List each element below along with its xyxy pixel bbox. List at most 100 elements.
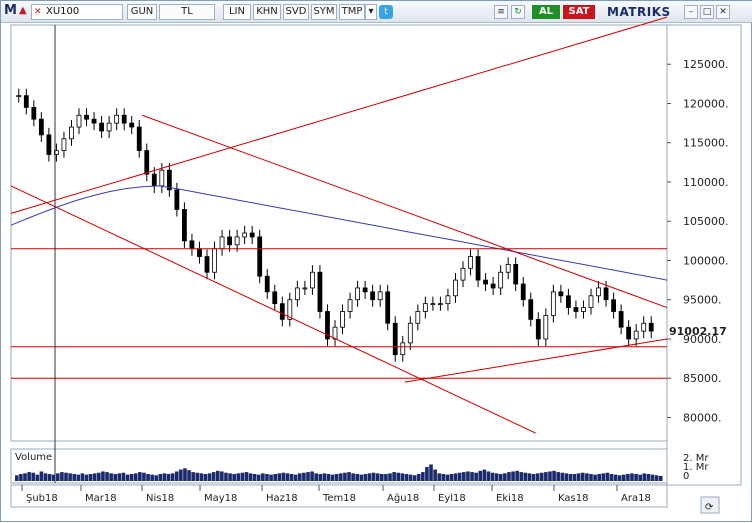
volume-bar	[281, 472, 286, 481]
minimize-icon[interactable]: –	[684, 5, 698, 19]
x-tick-label: May18	[204, 493, 237, 504]
volume-bar	[351, 473, 355, 481]
volume-bar	[318, 474, 323, 481]
volume-bar	[191, 472, 195, 481]
volume-bar	[474, 472, 478, 481]
volume-bar	[425, 467, 429, 481]
save-button[interactable]: SVD	[283, 4, 309, 20]
volume-bar	[76, 474, 81, 481]
candle-body	[31, 107, 37, 120]
candle-body	[618, 311, 624, 328]
volume-bar	[199, 473, 204, 481]
volume-bar	[617, 475, 622, 481]
volume-bar	[441, 474, 446, 481]
candle-body	[535, 318, 541, 340]
volume-bar	[43, 473, 48, 481]
candle-body	[362, 287, 368, 293]
symbol-button[interactable]: SYM	[311, 4, 337, 20]
volume-bar	[142, 472, 146, 481]
volume-bar	[31, 472, 36, 481]
candle-button[interactable]: KHN	[253, 4, 281, 20]
volume-bar	[421, 472, 425, 481]
refresh-icon[interactable]: ↻	[511, 5, 525, 19]
candle-body	[166, 169, 172, 191]
volume-bar	[125, 474, 130, 481]
y-axis-panel	[666, 24, 742, 486]
sell-button[interactable]: SAT	[563, 5, 595, 19]
volume-bar	[601, 473, 606, 481]
y-tick-label: 120000.	[683, 97, 729, 110]
y-tick-label: 115000.	[683, 137, 729, 150]
candle-body	[264, 275, 270, 293]
currency-button[interactable]: TL	[159, 4, 215, 20]
volume-bar	[211, 472, 216, 481]
volume-bar	[273, 474, 277, 481]
chart-type-icon[interactable]: ▲	[19, 5, 27, 16]
volume-bar	[228, 473, 232, 481]
candle-body	[76, 114, 82, 128]
candle-body	[174, 189, 180, 210]
volume-bar	[27, 472, 31, 481]
scale-button[interactable]: LIN	[223, 4, 251, 20]
volume-bar	[92, 473, 97, 481]
volume-bar	[466, 471, 470, 481]
candle-body	[302, 287, 308, 290]
volume-bar	[310, 471, 314, 481]
candle-body	[182, 209, 187, 242]
maximize-icon[interactable]: □	[700, 5, 714, 19]
dropdown-button[interactable]: ▾	[365, 4, 377, 20]
volume-bar	[105, 472, 109, 481]
volume-bar	[412, 475, 417, 481]
volume-bar	[630, 473, 634, 481]
volume-bar	[109, 473, 113, 481]
candle-body	[453, 279, 458, 297]
candle-body	[212, 248, 217, 273]
toolbar: M ▲ ✕ XU100 GUN TL LIN KHN SVD SYM TMP ▾…	[1, 1, 752, 23]
candle-body	[573, 307, 579, 312]
x-tick-label: Kas18	[558, 493, 588, 504]
template-button[interactable]: TMP	[339, 4, 365, 20]
candle-body	[475, 256, 481, 281]
twitter-icon[interactable]: t	[379, 5, 393, 19]
volume-bar	[642, 473, 647, 481]
sync-icon-glyph: ⟳	[705, 502, 714, 513]
volume-bar	[597, 474, 601, 481]
volume-bar	[462, 472, 466, 481]
volume-bar	[166, 474, 171, 481]
candle-body	[460, 267, 466, 281]
volume-bar	[84, 474, 89, 481]
x-tick-label: Haz18	[266, 493, 298, 504]
candle-body	[106, 122, 112, 132]
volume-bar	[174, 471, 179, 481]
volume-bar	[585, 473, 589, 481]
draw-icon[interactable]: ≡	[494, 5, 508, 19]
volume-bar	[72, 474, 77, 481]
candle-body	[159, 169, 165, 187]
candle-body	[543, 315, 549, 340]
candle-body	[498, 271, 504, 289]
candle-body	[370, 291, 376, 301]
buy-button[interactable]: AL	[532, 5, 560, 19]
volume-bar	[384, 474, 388, 481]
x-tick-label: Eyl18	[438, 493, 466, 504]
volume-bar	[207, 473, 212, 481]
candle-body	[513, 263, 519, 285]
volume-bar	[146, 474, 150, 481]
close-icon[interactable]: ✕	[716, 5, 730, 19]
volume-bar	[224, 472, 228, 481]
volume-bar	[23, 473, 27, 481]
volume-bar	[556, 472, 560, 481]
candle-body	[558, 291, 564, 297]
symbol-input[interactable]: ✕ XU100	[31, 4, 123, 20]
candle-body	[385, 291, 391, 324]
period-button[interactable]: GUN	[127, 4, 157, 20]
x-tick-label: Şub18	[26, 493, 58, 504]
volume-bar	[560, 472, 565, 481]
volume-title: Volume	[15, 452, 52, 463]
trend-line	[404, 338, 668, 383]
candle-body	[189, 240, 195, 250]
volume-bar	[236, 473, 241, 481]
candle-body	[550, 291, 556, 316]
